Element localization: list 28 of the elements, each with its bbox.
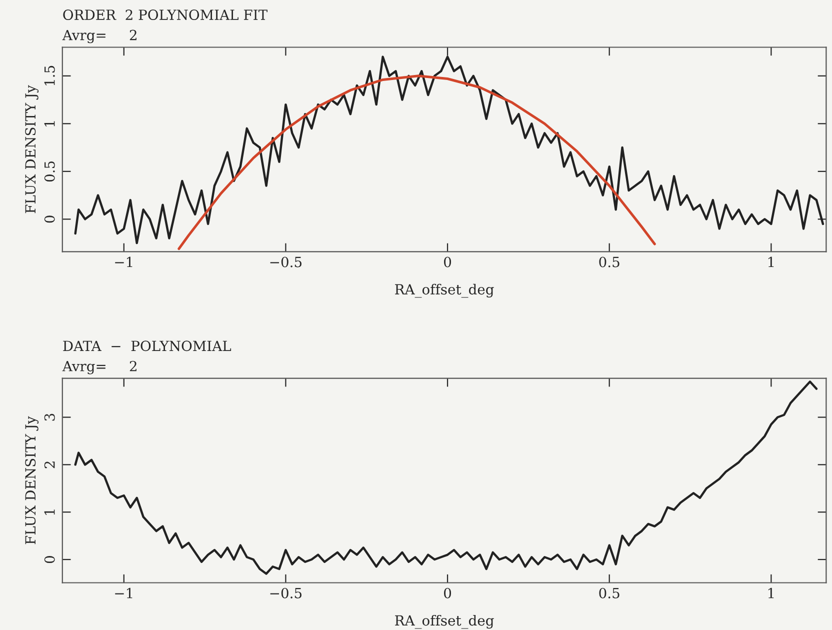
line-series: [178, 74, 656, 250]
x-tick-label: 0: [444, 588, 452, 598]
line-series: [74, 380, 818, 575]
y-axis-title: FLUX DENSITY Jy: [25, 416, 39, 544]
x-tick-label: −1: [115, 256, 132, 268]
x-tick-label: 1: [768, 256, 774, 268]
x-tick-label: 0: [444, 256, 452, 268]
chart-subtitle: Avrg= 2: [62, 360, 136, 374]
y-tick-label: 3: [44, 414, 55, 421]
chart-title: ORDER 2 POLYNOMIAL FIT: [63, 10, 268, 20]
x-tick-label: −0.5: [270, 256, 302, 268]
y-axis-title: FLUX DENSITY Jy: [25, 85, 39, 214]
y-tick-label: 1.5: [44, 66, 55, 86]
x-tick-label: 0.5: [599, 256, 620, 268]
y-tick-label: 1: [44, 121, 55, 126]
y-tick-label: 0: [44, 216, 55, 223]
y-tick-label: 2: [44, 462, 55, 468]
x-tick-label: −0.5: [270, 588, 302, 598]
chart-subtitle: Avrg= 2: [62, 30, 136, 44]
x-tick-label: 0.5: [599, 588, 620, 598]
chart-title: DATA − POLYNOMIAL: [63, 340, 232, 352]
x-tick-label: 1: [768, 588, 774, 598]
y-tick-label: 1: [44, 510, 55, 515]
x-axis-title: RA_offset_deg: [395, 284, 494, 298]
x-tick-label: −1: [115, 588, 132, 598]
x-axis-title: RA_offset_deg: [395, 614, 494, 629]
y-tick-label: 0: [44, 556, 55, 564]
y-tick-label: 0.5: [44, 161, 55, 182]
